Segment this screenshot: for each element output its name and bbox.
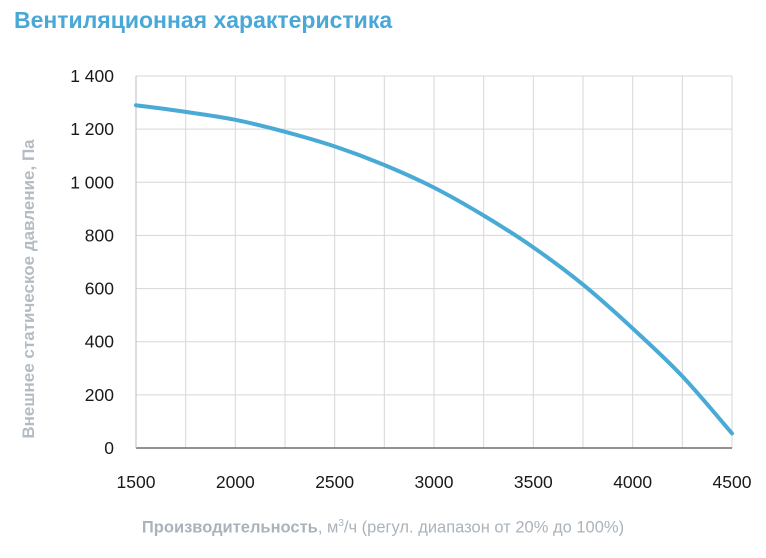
y-axis-title: Внешнее статическое давление, Па bbox=[19, 139, 38, 439]
series-line bbox=[134, 103, 734, 436]
x-axis-unit: , м bbox=[317, 518, 339, 537]
y-tick-label: 200 bbox=[85, 385, 114, 405]
x-tick-label: 4500 bbox=[713, 472, 752, 492]
series-layer bbox=[134, 103, 734, 436]
y-tick-label: 1 200 bbox=[70, 119, 114, 139]
x-tick-label: 4000 bbox=[613, 472, 652, 492]
y-tick-label: 800 bbox=[85, 225, 114, 245]
x-tick-label: 2000 bbox=[216, 472, 255, 492]
x-axis-title: Производительность, м3/ч (регул. диапазо… bbox=[0, 518, 766, 538]
chart-title: Вентиляционная характеристика bbox=[14, 7, 393, 33]
x-axis-unit-exponent: 3 bbox=[338, 518, 344, 529]
y-tick-label: 1 000 bbox=[70, 172, 114, 192]
y-tick-labels: 0 200 400 600 800 1 000 1 200 1 400 bbox=[70, 66, 114, 458]
x-tick-label: 2500 bbox=[315, 472, 354, 492]
x-tick-labels: 1500 2000 2500 3000 3500 4000 4500 bbox=[117, 472, 752, 492]
x-axis-title-main: Производительность bbox=[141, 518, 318, 537]
y-tick-label: 0 bbox=[104, 438, 114, 458]
y-tick-label: 600 bbox=[85, 279, 114, 299]
y-tick-label: 1 400 bbox=[70, 66, 114, 86]
y-tick-label: 400 bbox=[85, 332, 114, 352]
grid bbox=[135, 75, 733, 449]
x-tick-label: 3500 bbox=[514, 472, 553, 492]
x-axis-unit-suffix: /ч bbox=[343, 518, 358, 537]
x-tick-label: 3000 bbox=[415, 472, 454, 492]
x-tick-label: 1500 bbox=[117, 472, 156, 492]
x-axis-note: (регул. диапазон от 20% до 100%) bbox=[357, 518, 625, 537]
